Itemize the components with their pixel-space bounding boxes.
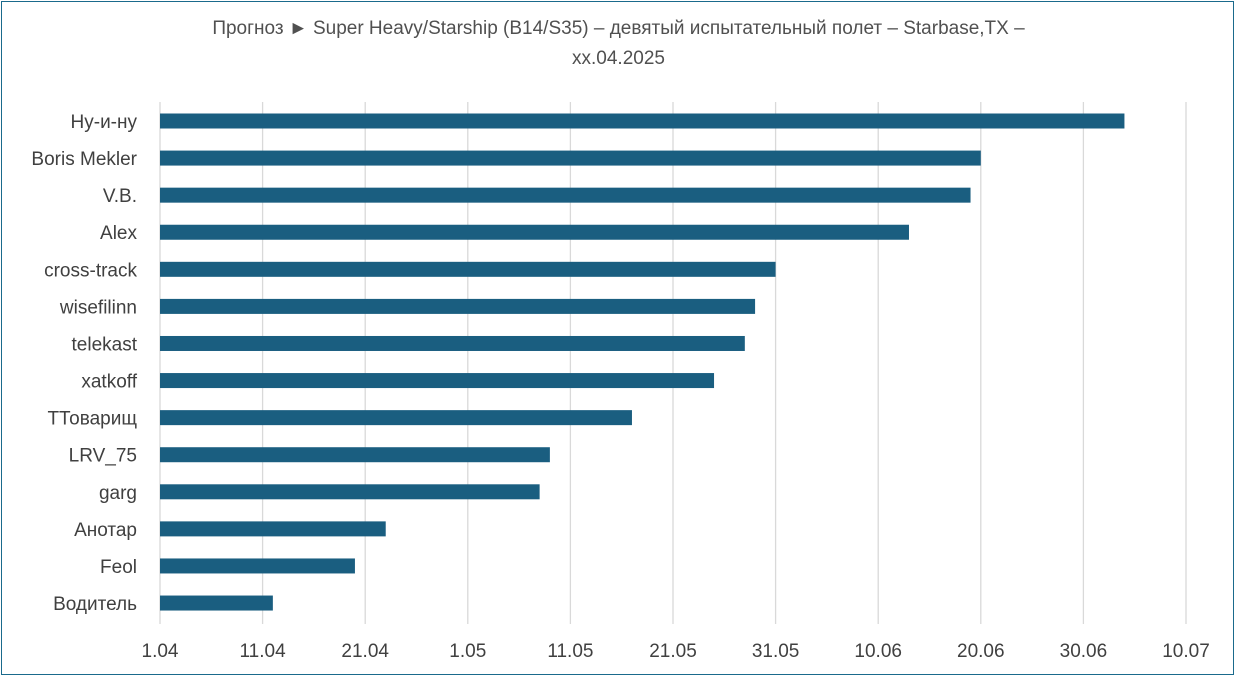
- bar: [160, 521, 386, 537]
- bar: [160, 447, 550, 463]
- category-label: LRV_75: [69, 446, 137, 467]
- x-tick-label: 30.06: [1060, 641, 1108, 662]
- bar: [160, 187, 971, 203]
- category-label: Ну-и-ну: [71, 112, 138, 133]
- bar: [160, 113, 1125, 129]
- bar: [160, 335, 745, 351]
- chart-title-line-1: Прогноз ► Super Heavy/Starship (B14/S35)…: [212, 18, 1025, 39]
- x-tick-label: 21.05: [649, 641, 697, 662]
- bar: [160, 410, 632, 426]
- bar: [160, 224, 909, 240]
- category-label: Feol: [100, 557, 137, 578]
- bar: [160, 595, 273, 611]
- x-tick-label: 21.04: [341, 641, 389, 662]
- category-label: xatkoff: [81, 372, 137, 393]
- bar: [160, 484, 540, 500]
- category-label: Alex: [100, 223, 137, 244]
- category-label: Водитель: [53, 594, 137, 615]
- category-label: Анотар: [74, 520, 137, 541]
- category-label: Boris Mekler: [31, 149, 137, 170]
- bar: [160, 558, 355, 574]
- chart-title: Прогноз ► Super Heavy/Starship (B14/S35)…: [0, 14, 1237, 74]
- bar: [160, 373, 715, 389]
- bar: [160, 261, 776, 277]
- category-label: V.B.: [103, 186, 137, 207]
- x-tick-label: 1.05: [449, 641, 486, 662]
- x-tick-label: 1.04: [142, 641, 179, 662]
- category-label: telekast: [72, 334, 138, 355]
- x-tick-label: 11.04: [240, 641, 287, 662]
- bar: [160, 298, 756, 314]
- bar: [160, 150, 981, 166]
- chart-title-line-2: xx.04.2025: [572, 48, 665, 69]
- x-tick-label: 10.07: [1162, 641, 1210, 662]
- x-tick-label: 10.06: [854, 641, 902, 662]
- category-label: wisefilinn: [59, 297, 137, 318]
- category-label: garg: [99, 483, 137, 504]
- category-label: TТоварищ: [47, 409, 137, 430]
- category-label: cross-track: [44, 260, 137, 281]
- x-tick-label: 11.05: [547, 641, 593, 662]
- x-tick-label: 31.05: [752, 641, 800, 662]
- x-tick-label: 20.06: [957, 641, 1005, 662]
